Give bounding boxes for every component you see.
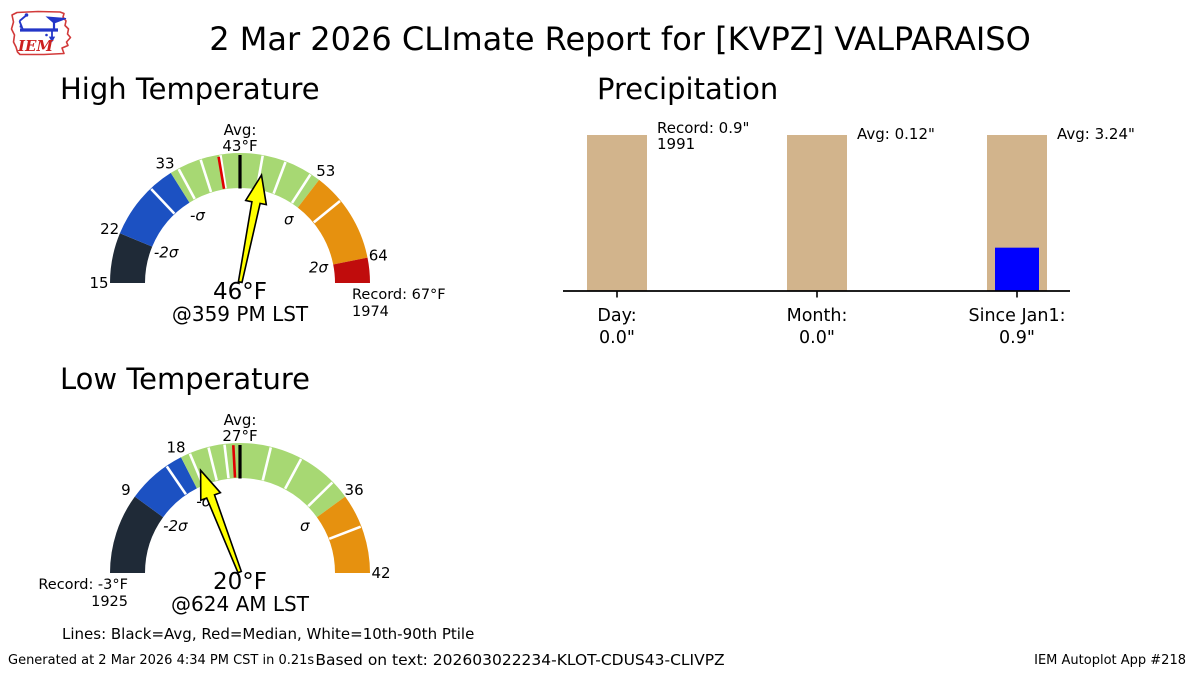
median-line <box>217 156 226 190</box>
bar-value-label: 0.0" <box>799 328 835 348</box>
legend-note: Lines: Black=Avg, Red=Median, White=10th… <box>62 625 475 643</box>
based-on-text: Based on text: 202603022234-KLOT-CDUS43-… <box>315 651 725 669</box>
avg-label: 27°F <box>222 427 257 445</box>
percentile-line <box>272 161 287 195</box>
high-temp-gauge: 15 22 33 53 64 -2σ -σ σ 2σ Avg:43°F Record: 67°F19… <box>89 121 445 326</box>
page-title: 2 Mar 2026 CLImate Report for [KVPZ] VAL… <box>209 20 1031 58</box>
sigma-label: -2σ <box>154 243 179 261</box>
percentile-line <box>261 447 273 481</box>
gauge-tick-label: 18 <box>166 438 185 456</box>
autoplot-app-text: IEM Autoplot App #218 <box>1034 653 1186 668</box>
weather-vane-icon <box>18 13 67 43</box>
section-title-precipitation: Precipitation <box>597 72 779 106</box>
gauge-segment <box>316 496 370 573</box>
percentile-line <box>207 447 218 481</box>
gauge-segment <box>297 179 368 265</box>
gauge-tick-label: 53 <box>316 162 335 180</box>
percentile-line <box>223 444 230 479</box>
gauge-segment <box>119 172 190 247</box>
gauge-tick-label: 15 <box>89 274 108 292</box>
bar-annotation: Avg: 3.24" <box>1057 125 1135 143</box>
gauge-tick-label: 36 <box>345 481 364 499</box>
record-label: Record: 67°F <box>352 287 446 303</box>
median-line <box>232 445 237 478</box>
avg-label: 43°F <box>222 137 257 155</box>
bar-value-label: 0.9" <box>999 328 1035 348</box>
bar-annotation: Avg: 0.12" <box>857 125 935 143</box>
percentile-line <box>312 199 341 224</box>
sigma-label: 2σ <box>309 258 329 276</box>
gauge-segment <box>170 153 320 208</box>
gauge-segment <box>109 496 164 573</box>
gauge-pointer <box>237 172 268 284</box>
iem-logo-text: IEM <box>17 37 53 55</box>
gauge-segment <box>110 233 153 283</box>
section-title-low-temperature: Low Temperature <box>60 362 311 396</box>
precip-scale-bar <box>787 135 847 291</box>
gauge-segment <box>134 457 197 518</box>
observed-value: 20°F <box>213 569 267 595</box>
percentile-line <box>165 465 187 496</box>
sigma-label: -σ <box>190 206 205 224</box>
bar-annotation: 1991 <box>657 135 695 153</box>
observed-time: @624 AM LST <box>171 592 310 616</box>
sigma-label: -2σ <box>163 517 188 535</box>
percentile-line <box>307 481 334 508</box>
percentile-line <box>290 173 312 204</box>
percentile-line <box>150 188 176 215</box>
sigma-label: σ <box>284 211 294 229</box>
sigma-label: σ <box>300 517 310 535</box>
observed-time: @359 PM LST <box>172 302 309 326</box>
gauge-tick-label: 42 <box>371 564 390 582</box>
gauge-pointer <box>199 468 243 574</box>
section-title-high-temperature: High Temperature <box>60 72 320 106</box>
record-label: 1974 <box>352 304 389 320</box>
percentile-line <box>199 159 213 193</box>
bar-category-label: Since Jan1: <box>968 306 1065 326</box>
gauge-tick-label: 22 <box>100 220 119 238</box>
generated-at-text: Generated at 2 Mar 2026 4:34 PM CST in 0… <box>8 653 315 668</box>
bar-category-label: Month: <box>787 306 848 326</box>
record-label: Record: -3°F <box>38 577 128 593</box>
gauge-segment <box>333 257 370 283</box>
percentile-line <box>177 168 196 200</box>
bar-annotation: Record: 0.9" <box>657 119 749 137</box>
precip-value-bar <box>995 247 1039 291</box>
bar-value-label: 0.0" <box>599 328 635 348</box>
percentile-line <box>283 458 303 490</box>
iem-logo: IEM <box>10 10 72 56</box>
observed-value: 46°F <box>213 279 267 305</box>
avg-label: Avg: <box>224 121 257 139</box>
bar-category-label: Day: <box>597 306 636 326</box>
gauge-tick-label: 64 <box>369 247 388 265</box>
precip-scale-bar <box>587 135 647 291</box>
record-label: 1925 <box>91 594 128 610</box>
gauge-tick-label: 9 <box>121 481 131 499</box>
percentile-line <box>219 155 227 189</box>
gauge-tick-label: 33 <box>155 155 174 173</box>
percentile-line <box>328 525 362 541</box>
avg-label: Avg: <box>224 411 257 429</box>
